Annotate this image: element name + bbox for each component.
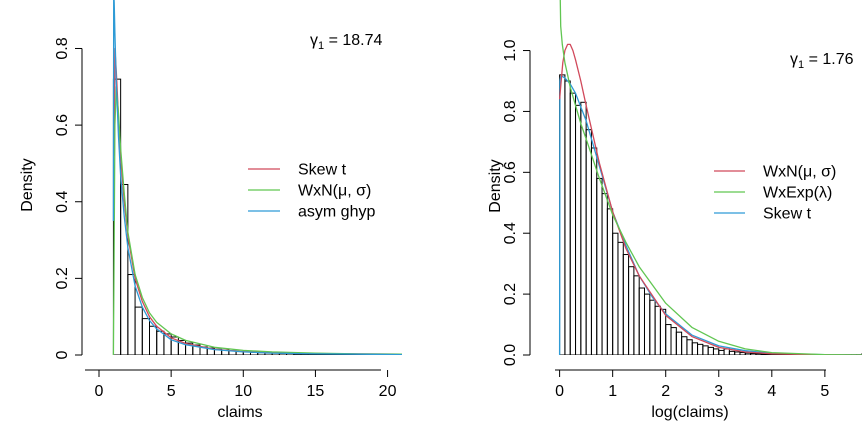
histogram-bar (601, 193, 608, 355)
legend-label: WxN(μ, σ) (763, 164, 836, 181)
histogram-bar (686, 339, 693, 355)
histogram-bar (760, 353, 768, 355)
histogram-bar (649, 299, 656, 355)
series-line-3 (559, 0, 862, 355)
histogram-bar (127, 274, 136, 355)
legend: Skew t WxN(μ, σ) asym ghyp (248, 162, 375, 221)
histogram-bar (134, 306, 143, 355)
histogram-bar (628, 266, 635, 355)
x-tick-label: 15 (307, 383, 325, 400)
y-tick-label: 1.0 (502, 39, 519, 61)
legend-label: Skew t (298, 162, 347, 179)
legend-label: asym ghyp (298, 204, 375, 221)
histogram-bar (665, 324, 672, 355)
skewness-annotation: γ1 = 18.74 (310, 32, 383, 52)
histogram-bar (691, 342, 699, 355)
histogram-bar (755, 353, 762, 355)
x-tick-label: 0 (95, 383, 104, 400)
histogram-bar (670, 327, 677, 355)
histogram-bar (702, 345, 709, 355)
x-tick-label: 0 (555, 383, 564, 400)
legend-label: WxExp(λ) (763, 185, 832, 202)
y-tick-label: 0.8 (502, 100, 519, 122)
panel-1: 0 5 10 15 20 0 0.2 0.4 0.6 0.8 claims Density γ1 = 1… (19, 0, 402, 421)
y-tick-label: 0.2 (502, 283, 519, 305)
x-tick-label: 10 (234, 383, 252, 400)
histogram-bar (750, 352, 757, 355)
histogram-bar (569, 92, 577, 355)
histogram-bar (590, 147, 598, 355)
histogram (559, 74, 862, 355)
histogram-bar (643, 293, 651, 355)
density-curves (558, 0, 862, 355)
y-tick-label: 0.6 (502, 161, 519, 183)
x-axis-label: log(claims) (651, 404, 728, 421)
legend: WxN(μ, σ) WxExp(λ) Skew t (714, 164, 836, 223)
x-axis-label: claims (217, 404, 262, 421)
histogram-bar (156, 330, 165, 355)
series-line-2 (558, 43, 862, 355)
histogram-bar (575, 104, 582, 355)
y-tick-label: 0.4 (54, 191, 71, 213)
histogram-bar (564, 80, 571, 355)
histogram-bar (606, 208, 614, 355)
series-line-2 (112, 86, 402, 355)
y-tick-label: 0.6 (54, 114, 71, 136)
y-axis-label: Density (19, 158, 36, 211)
histogram-bar (861, 353, 862, 355)
y-tick-label: 0 (54, 350, 71, 359)
histogram-bar (739, 352, 746, 355)
histogram-bar (141, 318, 151, 355)
histogram-bar (707, 346, 714, 355)
histogram-bar (633, 275, 640, 355)
x-tick-label: 1 (608, 383, 617, 400)
series-line-1 (113, 47, 402, 355)
histogram-bar (697, 343, 704, 355)
x-tick-label: 4 (767, 383, 776, 400)
histogram-bar (723, 348, 730, 355)
x-tick-label: 5 (820, 383, 829, 400)
density-curves (112, 0, 402, 355)
x-tick-label: 20 (379, 383, 397, 400)
histogram-bar (728, 350, 736, 355)
histogram-bar (675, 331, 683, 355)
histogram-bar (149, 325, 158, 355)
histogram-bar (120, 184, 129, 355)
series-line-3 (112, 0, 402, 355)
histogram-bar (734, 351, 741, 355)
x-tick-label: 3 (714, 383, 723, 400)
histogram-bar (580, 101, 587, 355)
histogram-bar (617, 241, 624, 355)
y-axis-label: Density (487, 159, 504, 212)
y-tick-label: 0.2 (54, 267, 71, 289)
histogram-bar (744, 352, 752, 355)
histogram-bar (718, 349, 725, 355)
histogram-bar (681, 336, 688, 355)
series-line-1 (558, 75, 862, 355)
histogram-bar (654, 305, 661, 355)
panel-2: 0 1 2 3 4 5 0.0 0.2 0.4 0.6 0.8 1.0 log(claims) Densi… (487, 0, 862, 421)
y-tick-label: 0.8 (54, 37, 71, 59)
y-tick-label: 0.4 (502, 222, 519, 244)
skewness-annotation: γ1 = 1.76 (790, 51, 854, 71)
legend-label: Skew t (763, 206, 812, 223)
histogram-bar (585, 129, 592, 355)
y-tick-label: 0.0 (502, 344, 519, 366)
histogram-bar (712, 348, 720, 355)
x-tick-label: 5 (167, 383, 176, 400)
histogram-bar (596, 177, 603, 355)
histogram-bar (638, 287, 645, 355)
legend-label: WxN(μ, σ) (298, 183, 371, 200)
x-tick-label: 2 (661, 383, 670, 400)
histogram-bar (622, 254, 630, 355)
histogram-bar (659, 308, 667, 355)
histogram-bar (612, 232, 619, 355)
